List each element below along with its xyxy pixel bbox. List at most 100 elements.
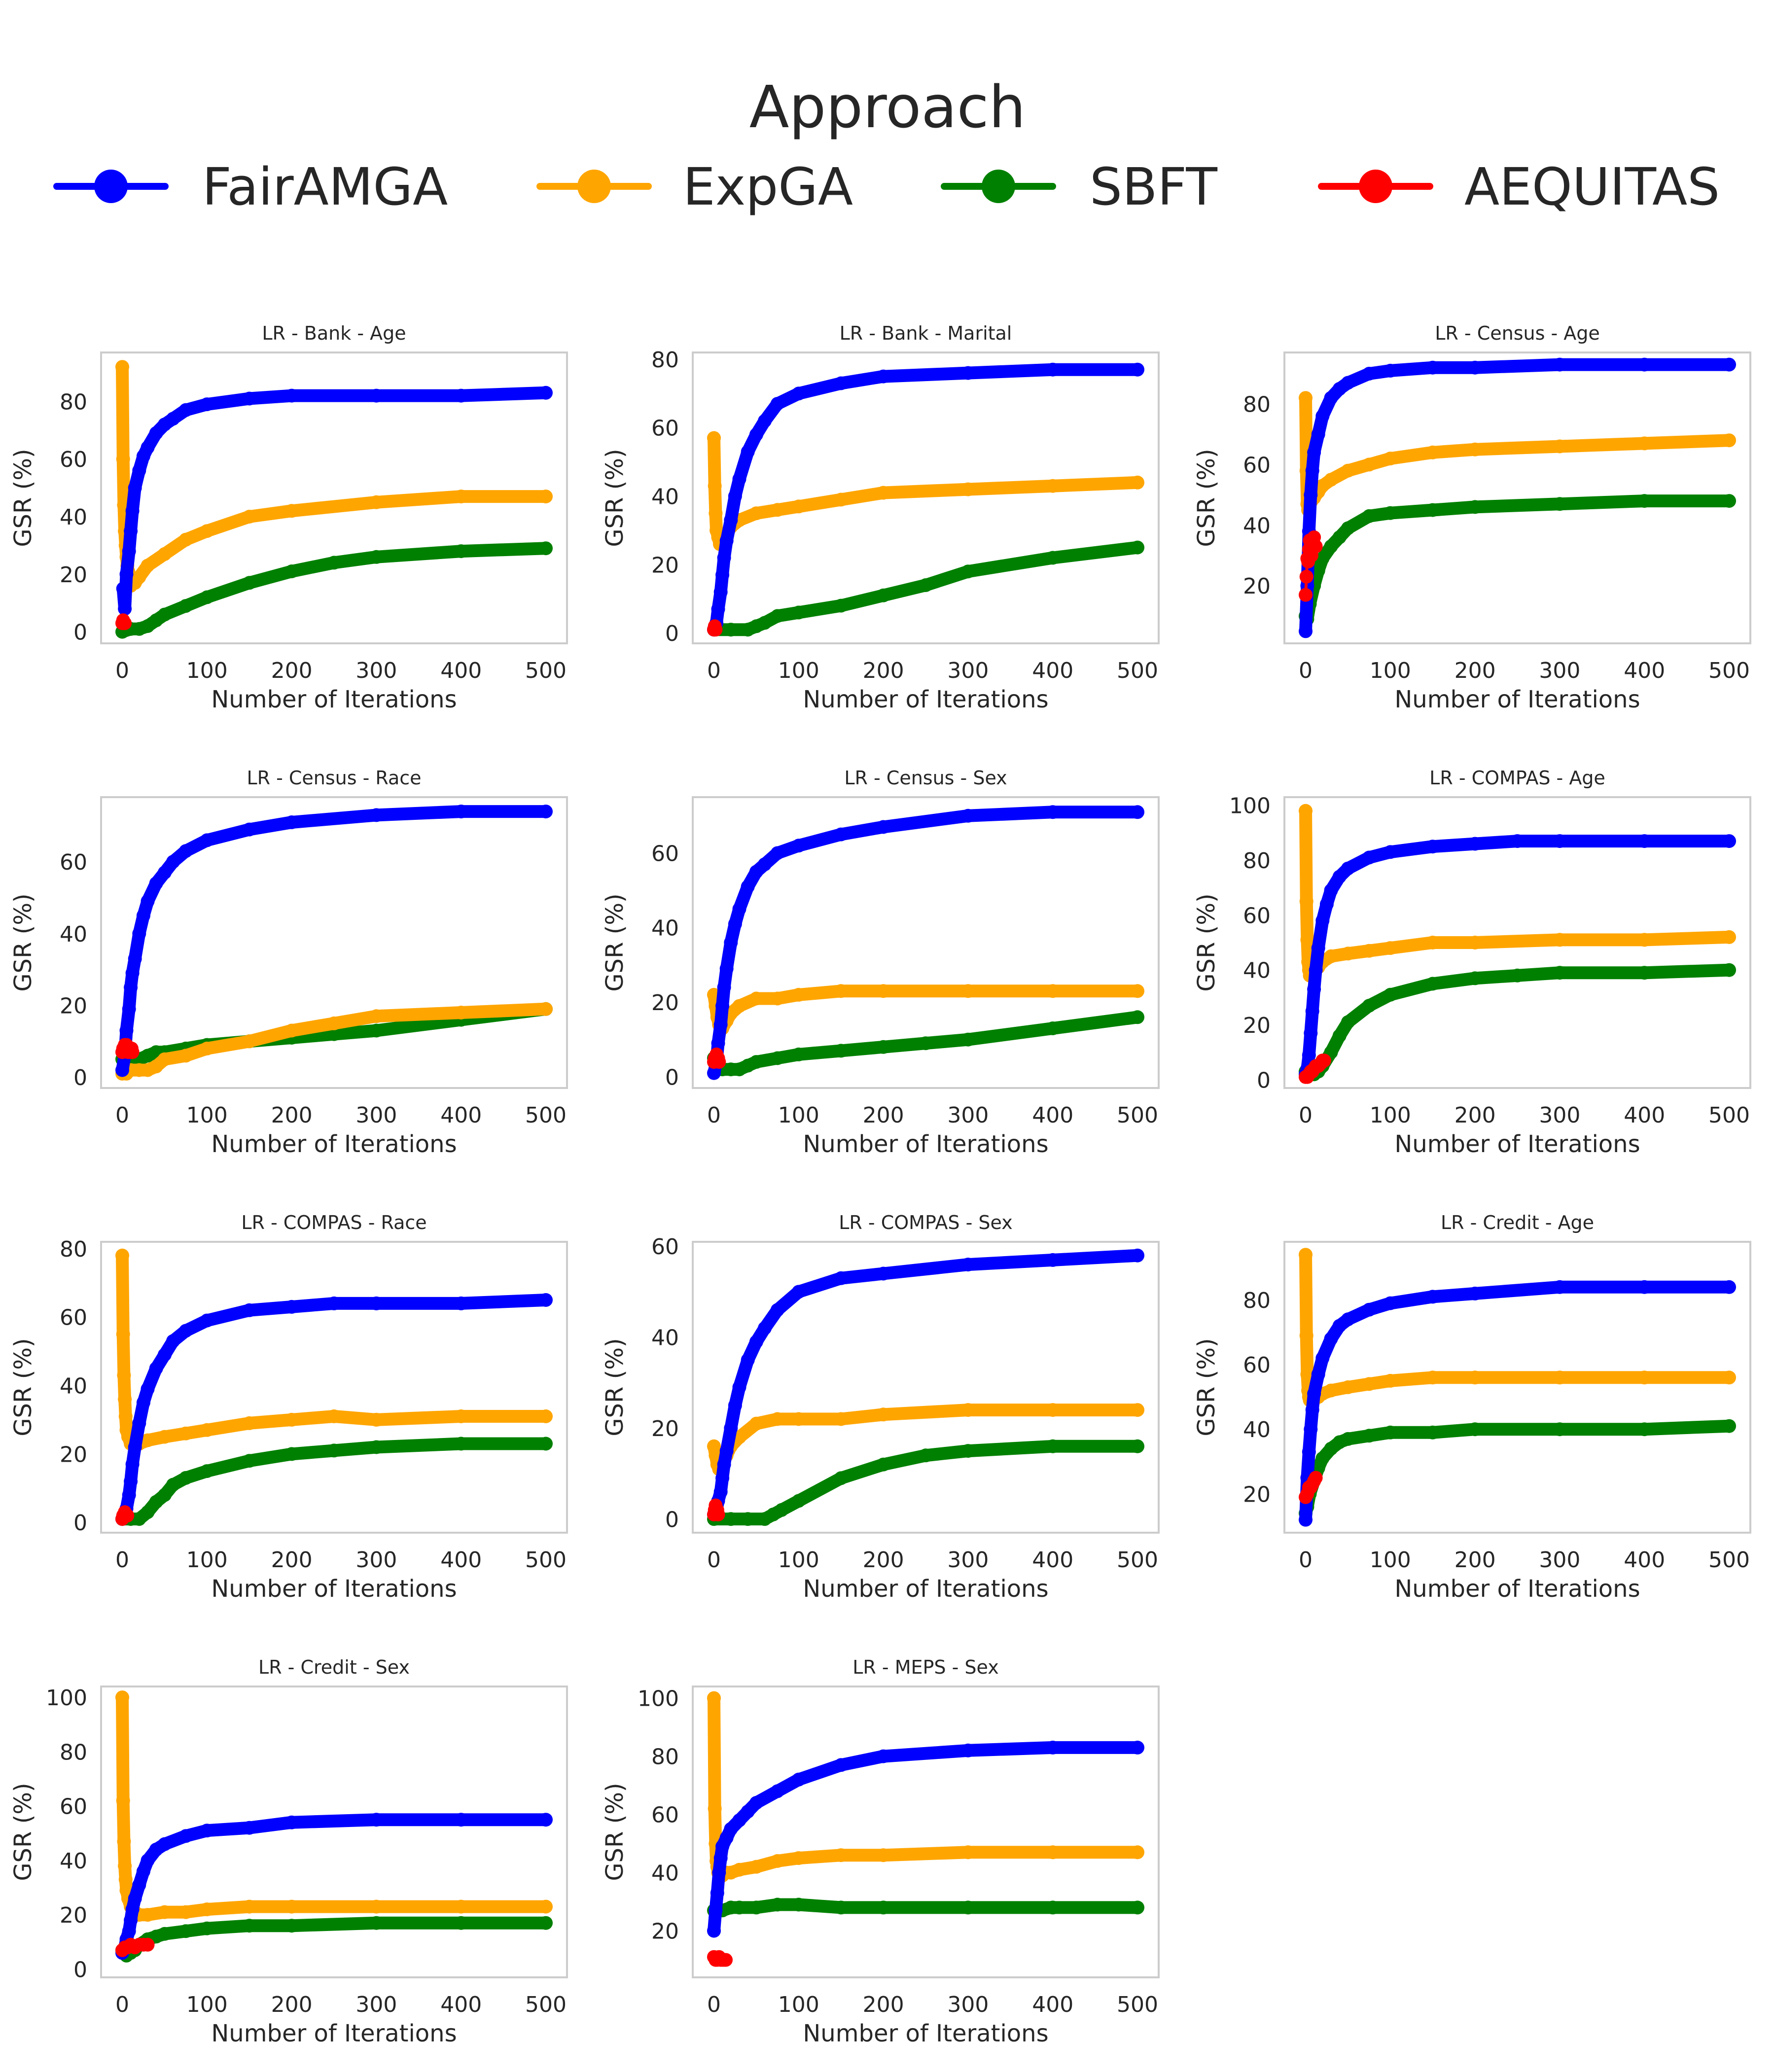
data-point-fairamga	[1304, 1026, 1318, 1040]
data-point-sbft	[539, 1437, 553, 1451]
data-point-fairamga	[1425, 840, 1440, 854]
data-point-expga	[1131, 984, 1144, 998]
data-point-expga	[141, 559, 155, 573]
data-point-expga	[770, 1854, 784, 1868]
data-point-fairamga	[1311, 427, 1325, 441]
data-point-fairamga	[712, 1865, 726, 1880]
data-point-expga	[539, 1002, 553, 1016]
y-tick-label: 0	[73, 1510, 87, 1536]
data-point-expga	[1425, 445, 1440, 459]
data-point-expga	[157, 1052, 172, 1066]
data-point-fairamga	[710, 1886, 724, 1900]
data-point-fairamga	[122, 1924, 136, 1938]
x-tick-label: 200	[271, 1103, 313, 1128]
x-tick-label: 200	[271, 1547, 313, 1573]
data-point-fairamga	[1637, 1280, 1652, 1294]
data-point-sbft	[1468, 1422, 1482, 1437]
data-point-sbft	[1046, 1439, 1060, 1453]
data-point-expga	[1362, 1377, 1376, 1391]
y-tick-label: 80	[1243, 1288, 1271, 1313]
x-tick-label: 0	[1299, 658, 1313, 683]
data-point-fairamga	[1383, 1296, 1397, 1310]
data-point-expga	[115, 360, 129, 374]
data-point-expga	[115, 1248, 129, 1263]
series-fairamga	[707, 362, 1144, 637]
data-point-expga	[1341, 463, 1355, 478]
y-tick-label: 40	[60, 505, 87, 530]
data-point-sbft	[1722, 963, 1736, 977]
data-point-fairamga	[749, 1796, 763, 1810]
data-point-sbft	[1637, 494, 1652, 508]
data-point-fairamga	[242, 391, 256, 406]
data-point-fairamga	[717, 551, 731, 565]
data-point-fairamga	[141, 894, 155, 909]
data-point-fairamga	[834, 1271, 848, 1285]
data-point-expga	[178, 1049, 193, 1063]
data-point-sbft	[834, 1900, 848, 1915]
data-point-fairamga	[770, 1303, 784, 1317]
plot-area-frame	[692, 351, 1160, 644]
data-point-fairamga	[1307, 982, 1321, 996]
data-point-aequitas	[1299, 588, 1313, 602]
panel-title: LR - Credit - Sex	[258, 1656, 410, 1678]
data-point-aequitas	[125, 1045, 140, 1059]
legend-item-fairamga: FairAMGA	[53, 157, 448, 217]
data-point-sbft	[454, 1916, 468, 1930]
panel-lr-census-age: LR - Census - Age 0 100 200 300 400 500 20 40 60 8…	[1193, 322, 1751, 713]
data-point-sbft	[242, 576, 256, 590]
data-point-fairamga	[791, 839, 806, 853]
data-point-fairamga	[741, 1353, 755, 1367]
data-point-fairamga	[961, 1743, 975, 1757]
x-tick-label: 300	[947, 1103, 989, 1128]
data-point-fairamga	[707, 1924, 721, 1938]
data-point-fairamga	[1302, 1048, 1316, 1062]
data-point-expga	[1046, 984, 1060, 998]
data-point-fairamga	[1722, 357, 1736, 372]
y-tick-label: 60	[1243, 1353, 1271, 1378]
data-point-fairamga	[1299, 624, 1313, 638]
data-point-fairamga	[770, 1784, 784, 1798]
x-axis-label: Number of Iterations	[803, 1575, 1048, 1603]
x-tick-label: 200	[271, 1992, 313, 2017]
data-point-sbft	[1315, 1451, 1330, 1466]
data-point-sbft	[200, 1464, 214, 1478]
data-point-fairamga	[724, 936, 738, 949]
x-tick-label: 200	[863, 1103, 904, 1128]
data-point-fairamga	[758, 414, 772, 428]
data-point-fairamga	[136, 1396, 150, 1410]
data-point-fairamga	[728, 917, 742, 931]
y-tick-label: 20	[651, 990, 679, 1016]
data-point-fairamga	[125, 1457, 140, 1472]
data-point-expga	[1362, 457, 1376, 472]
x-tick-label: 300	[947, 658, 989, 683]
data-point-fairamga	[715, 999, 730, 1013]
data-point-expga	[834, 984, 848, 998]
panel-lr-bank-marital: LR - Bank - Marital 0 100 200 300 400 500 0 20 40…	[601, 322, 1160, 713]
data-point-expga	[1383, 1373, 1397, 1388]
x-tick-label: 0	[115, 1547, 129, 1573]
data-point-sbft	[284, 1919, 299, 1933]
panel-lr-credit-age: LR - Credit - Age 0 100 200 300 400 500 20 40 60 8…	[1193, 1212, 1751, 1603]
data-point-fairamga	[749, 1335, 763, 1349]
data-point-expga	[1299, 804, 1313, 818]
data-point-sbft	[157, 1488, 172, 1502]
data-point-sbft	[1046, 1021, 1060, 1035]
data-point-fairamga	[1305, 1403, 1319, 1417]
y-tick-label: 100	[1229, 794, 1271, 819]
data-point-sbft	[834, 1044, 848, 1058]
data-point-expga	[242, 1899, 256, 1914]
data-point-expga	[454, 1899, 468, 1914]
y-tick-label: 0	[665, 621, 679, 646]
data-point-expga	[749, 1416, 763, 1431]
data-point-expga	[1324, 473, 1338, 487]
data-point-expga	[242, 510, 256, 524]
x-axis-label: Number of Iterations	[211, 686, 457, 713]
data-point-expga	[115, 1690, 129, 1705]
x-tick-label: 200	[1455, 1547, 1496, 1573]
data-point-aequitas	[712, 1055, 726, 1069]
data-point-expga	[539, 1409, 553, 1423]
data-point-fairamga	[128, 1892, 142, 1906]
data-point-fairamga	[749, 427, 763, 442]
data-point-fairamga	[157, 1837, 172, 1851]
data-point-sbft	[1315, 551, 1330, 565]
